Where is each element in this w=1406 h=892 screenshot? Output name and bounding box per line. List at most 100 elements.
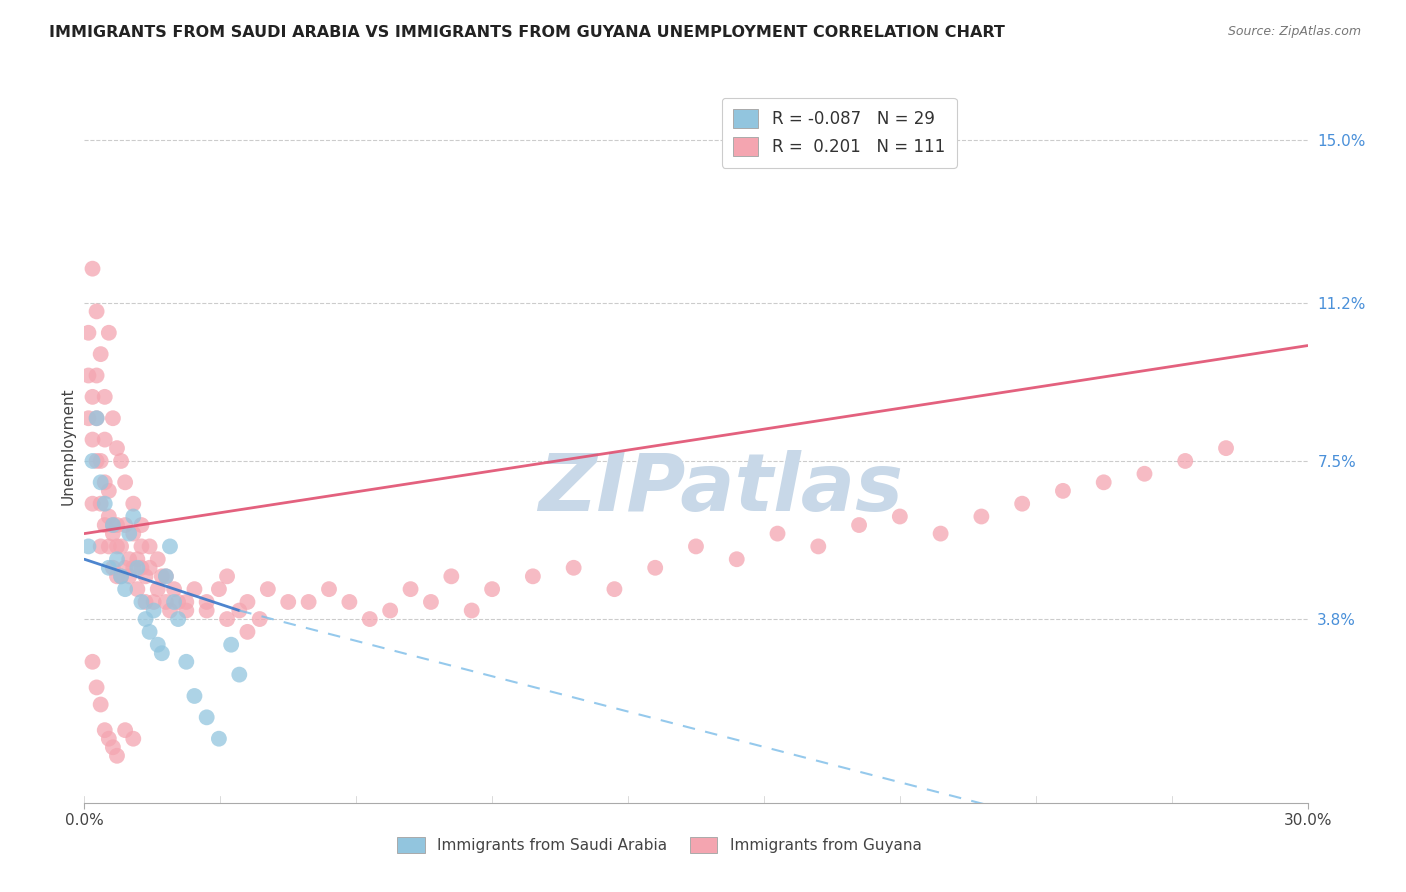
Point: [766, 526, 789, 541]
Point: [195, 603, 218, 617]
Point: [118, 552, 141, 566]
Point: [420, 595, 443, 609]
Point: [135, 595, 157, 609]
Point: [114, 561, 136, 575]
Y-axis label: Unemployment: Unemployment: [60, 387, 76, 505]
Point: [848, 518, 870, 533]
Point: [77, 326, 100, 340]
Point: [90, 698, 112, 712]
Text: Source: ZipAtlas.com: Source: ZipAtlas.com: [1227, 25, 1361, 38]
Point: [82, 433, 104, 447]
Point: [82, 655, 104, 669]
Point: [101, 518, 124, 533]
Point: [127, 561, 149, 575]
Point: [82, 390, 104, 404]
Point: [105, 552, 128, 566]
Point: [228, 603, 250, 617]
Point: [142, 595, 165, 609]
Point: [105, 569, 128, 583]
Point: [110, 454, 132, 468]
Text: ZIPatlas: ZIPatlas: [538, 450, 903, 528]
Point: [97, 326, 120, 340]
Point: [603, 582, 626, 596]
Point: [101, 518, 124, 533]
Point: [138, 561, 160, 575]
Point: [155, 569, 177, 583]
Point: [461, 603, 484, 617]
Point: [93, 390, 115, 404]
Point: [249, 612, 271, 626]
Point: [93, 475, 115, 490]
Point: [105, 540, 128, 554]
Point: [644, 561, 666, 575]
Point: [228, 667, 250, 681]
Point: [399, 582, 422, 596]
Point: [440, 569, 463, 583]
Point: [97, 561, 120, 575]
Point: [131, 518, 153, 533]
Point: [138, 624, 160, 639]
Point: [167, 595, 190, 609]
Point: [86, 411, 108, 425]
Point: [174, 595, 197, 609]
Point: [86, 454, 108, 468]
Point: [122, 509, 145, 524]
Point: [183, 689, 205, 703]
Point: [257, 582, 280, 596]
Point: [97, 509, 120, 524]
Point: [114, 582, 136, 596]
Point: [135, 569, 157, 583]
Point: [101, 526, 124, 541]
Point: [77, 540, 100, 554]
Point: [82, 497, 104, 511]
Point: [1215, 441, 1237, 455]
Text: IMMIGRANTS FROM SAUDI ARABIA VS IMMIGRANTS FROM GUYANA UNEMPLOYMENT CORRELATION : IMMIGRANTS FROM SAUDI ARABIA VS IMMIGRAN…: [49, 25, 1005, 40]
Point: [122, 526, 145, 541]
Point: [889, 509, 911, 524]
Point: [359, 612, 381, 626]
Point: [93, 497, 115, 511]
Point: [114, 475, 136, 490]
Point: [174, 603, 197, 617]
Point: [118, 569, 141, 583]
Point: [86, 368, 108, 383]
Point: [93, 518, 115, 533]
Point: [1011, 497, 1033, 511]
Point: [146, 582, 169, 596]
Point: [101, 411, 124, 425]
Point: [146, 552, 169, 566]
Point: [101, 740, 124, 755]
Point: [150, 646, 173, 660]
Point: [114, 518, 136, 533]
Point: [217, 569, 239, 583]
Point: [146, 638, 169, 652]
Point: [110, 540, 132, 554]
Point: [481, 582, 503, 596]
Point: [163, 595, 186, 609]
Point: [86, 681, 108, 695]
Point: [685, 540, 707, 554]
Legend: Immigrants from Saudi Arabia, Immigrants from Guyana: Immigrants from Saudi Arabia, Immigrants…: [391, 830, 928, 859]
Point: [105, 518, 128, 533]
Point: [970, 509, 993, 524]
Point: [167, 612, 190, 626]
Point: [725, 552, 748, 566]
Point: [1174, 454, 1197, 468]
Point: [105, 748, 128, 763]
Point: [163, 582, 186, 596]
Point: [159, 540, 181, 554]
Point: [929, 526, 952, 541]
Point: [90, 347, 112, 361]
Point: [90, 454, 112, 468]
Point: [339, 595, 361, 609]
Point: [82, 454, 104, 468]
Point: [110, 569, 132, 583]
Point: [135, 612, 157, 626]
Point: [522, 569, 544, 583]
Point: [122, 731, 145, 746]
Point: [97, 731, 120, 746]
Point: [101, 561, 124, 575]
Point: [277, 595, 299, 609]
Point: [122, 497, 145, 511]
Point: [380, 603, 402, 617]
